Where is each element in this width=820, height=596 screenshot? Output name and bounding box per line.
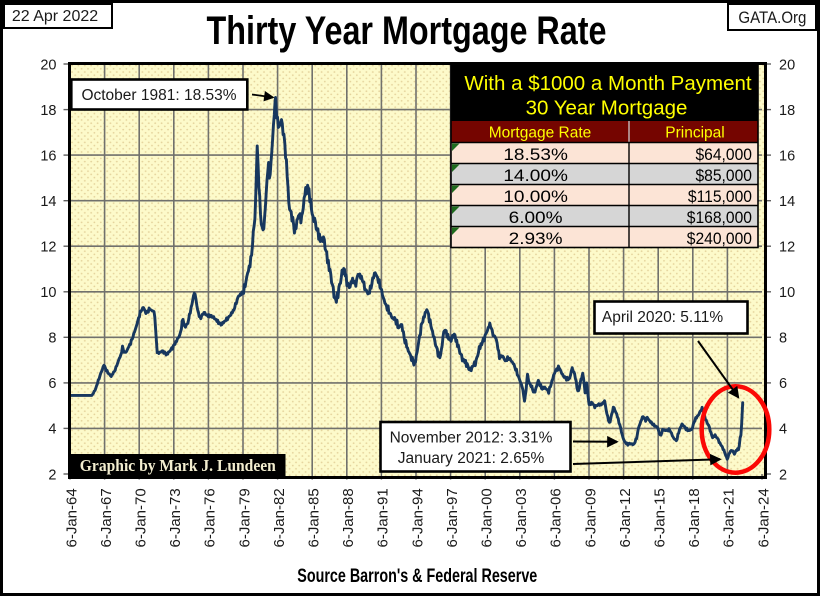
svg-text:6-Jan-15: 6-Jan-15 bbox=[652, 488, 669, 547]
svg-text:18: 18 bbox=[40, 103, 56, 119]
svg-text:6-Jan-12: 6-Jan-12 bbox=[617, 488, 634, 547]
svg-text:18: 18 bbox=[779, 103, 795, 119]
svg-text:6-Jan-73: 6-Jan-73 bbox=[167, 488, 184, 547]
svg-text:6-Jan-67: 6-Jan-67 bbox=[98, 488, 115, 547]
svg-text:6-Jan-76: 6-Jan-76 bbox=[202, 488, 219, 547]
svg-text:6.00%: 6.00% bbox=[509, 208, 563, 227]
svg-text:6-Jan-09: 6-Jan-09 bbox=[582, 488, 599, 547]
svg-text:6: 6 bbox=[48, 376, 56, 392]
svg-text:18.53%: 18.53% bbox=[503, 145, 568, 164]
svg-text:10.00%: 10.00% bbox=[503, 187, 568, 206]
svg-text:6-Jan-88: 6-Jan-88 bbox=[340, 488, 357, 547]
svg-text:14: 14 bbox=[40, 194, 56, 210]
svg-text:6-Jan-70: 6-Jan-70 bbox=[133, 488, 150, 547]
svg-text:8: 8 bbox=[779, 331, 787, 347]
svg-text:$168,000: $168,000 bbox=[687, 208, 752, 227]
svg-text:14: 14 bbox=[779, 194, 795, 210]
svg-text:January 2021: 2.65%: January 2021: 2.65% bbox=[398, 450, 545, 467]
svg-text:6-Jan-18: 6-Jan-18 bbox=[686, 488, 703, 547]
svg-text:10: 10 bbox=[40, 285, 56, 301]
svg-text:8: 8 bbox=[48, 331, 56, 347]
svg-text:$115,000: $115,000 bbox=[688, 187, 752, 206]
svg-text:$240,000: $240,000 bbox=[687, 229, 752, 248]
svg-text:14.00%: 14.00% bbox=[503, 166, 568, 185]
svg-text:Graphic by Mark J. Lundeen: Graphic by Mark J. Lundeen bbox=[80, 455, 276, 475]
svg-text:2: 2 bbox=[779, 467, 787, 483]
svg-text:6-Jan-85: 6-Jan-85 bbox=[306, 488, 323, 547]
svg-text:4: 4 bbox=[48, 422, 56, 438]
svg-text:12: 12 bbox=[40, 240, 56, 256]
svg-text:6-Jan-03: 6-Jan-03 bbox=[513, 488, 530, 547]
svg-text:6-Jan-82: 6-Jan-82 bbox=[271, 488, 288, 547]
svg-text:6: 6 bbox=[779, 376, 787, 392]
svg-text:6-Jan-94: 6-Jan-94 bbox=[409, 488, 426, 547]
svg-text:6-Jan-21: 6-Jan-21 bbox=[721, 488, 738, 547]
svg-text:Principal: Principal bbox=[665, 125, 724, 142]
svg-text:6-Jan-79: 6-Jan-79 bbox=[236, 488, 253, 547]
svg-text:16: 16 bbox=[779, 148, 795, 164]
svg-text:16: 16 bbox=[40, 148, 56, 164]
svg-text:6-Jan-24: 6-Jan-24 bbox=[755, 488, 772, 547]
svg-text:2.93%: 2.93% bbox=[509, 229, 563, 248]
svg-text:12: 12 bbox=[779, 240, 795, 256]
svg-text:2: 2 bbox=[48, 467, 56, 483]
svg-text:$64,000: $64,000 bbox=[695, 145, 752, 164]
svg-text:20: 20 bbox=[779, 57, 795, 73]
svg-text:6-Jan-06: 6-Jan-06 bbox=[548, 488, 565, 547]
svg-text:November 2012: 3.31%: November 2012: 3.31% bbox=[390, 430, 553, 447]
svg-text:6-Jan-91: 6-Jan-91 bbox=[375, 488, 392, 547]
svg-text:4: 4 bbox=[779, 422, 787, 438]
svg-text:$85,000: $85,000 bbox=[695, 166, 752, 185]
svg-text:October 1981: 18.53%: October 1981: 18.53% bbox=[81, 87, 236, 104]
svg-text:With a $1000 a Month Payment: With a $1000 a Month Payment bbox=[464, 72, 751, 95]
svg-text:20: 20 bbox=[40, 57, 56, 73]
svg-text:6-Jan-97: 6-Jan-97 bbox=[444, 488, 461, 547]
svg-text:Mortgage Rate: Mortgage Rate bbox=[489, 125, 592, 142]
svg-text:April 2020: 5.11%: April 2020: 5.11% bbox=[602, 309, 723, 326]
svg-text:30 Year Mortgage: 30 Year Mortgage bbox=[526, 97, 688, 120]
svg-text:6-Jan-64: 6-Jan-64 bbox=[63, 488, 80, 547]
svg-text:10: 10 bbox=[779, 285, 795, 301]
svg-text:6-Jan-00: 6-Jan-00 bbox=[479, 488, 496, 547]
